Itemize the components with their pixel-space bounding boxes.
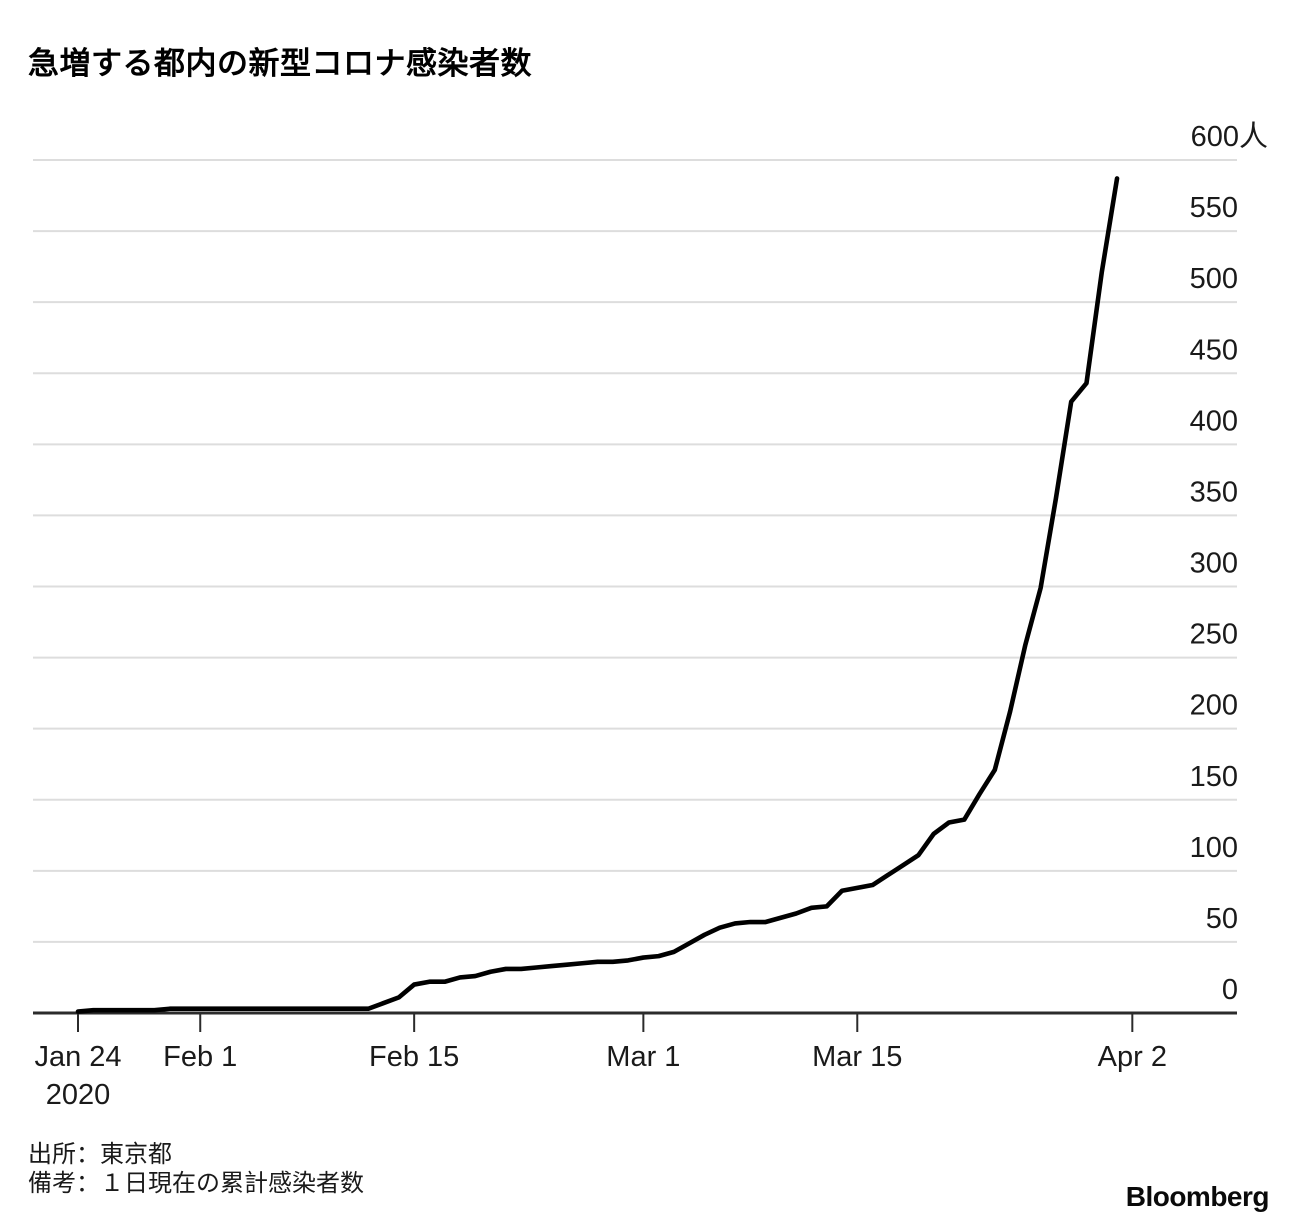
y-tick-label: 250 bbox=[1190, 619, 1238, 651]
y-tick-label: 200 bbox=[1190, 690, 1238, 722]
bloomberg-logo: Bloomberg bbox=[1125, 1181, 1270, 1212]
y-tick-label: 150 bbox=[1190, 761, 1238, 793]
x-tick-label: Jan 24 bbox=[34, 1041, 121, 1073]
y-tick-label: 600人 bbox=[1191, 121, 1268, 153]
y-tick-label: 300 bbox=[1190, 548, 1238, 580]
x-tick-label: Feb 1 bbox=[163, 1041, 237, 1073]
y-tick-label: 100 bbox=[1190, 832, 1238, 864]
y-tick-label: 400 bbox=[1190, 405, 1238, 437]
y-tick-label: 550 bbox=[1190, 192, 1238, 224]
x-tick-year-label: 2020 bbox=[46, 1079, 111, 1111]
x-tick-label: Mar 15 bbox=[812, 1041, 902, 1073]
chart-title: 急増する都内の新型コロナ感染者数 bbox=[28, 46, 532, 81]
y-tick-label: 0 bbox=[1222, 974, 1238, 1006]
remark-note: 備考：１日現在の累計感染者数 bbox=[28, 1170, 364, 1197]
y-tick-label: 450 bbox=[1190, 334, 1238, 366]
data-line bbox=[75, 176, 1120, 1014]
y-tick-label: 350 bbox=[1190, 476, 1238, 508]
y-tick-label: 50 bbox=[1206, 903, 1238, 935]
x-tick-label: Feb 15 bbox=[369, 1041, 459, 1073]
y-tick-label: 500 bbox=[1190, 263, 1238, 295]
source-note: 出所：東京都 bbox=[28, 1141, 172, 1168]
x-tick-label: Apr 2 bbox=[1098, 1041, 1167, 1073]
x-tick-label: Mar 1 bbox=[606, 1041, 680, 1073]
